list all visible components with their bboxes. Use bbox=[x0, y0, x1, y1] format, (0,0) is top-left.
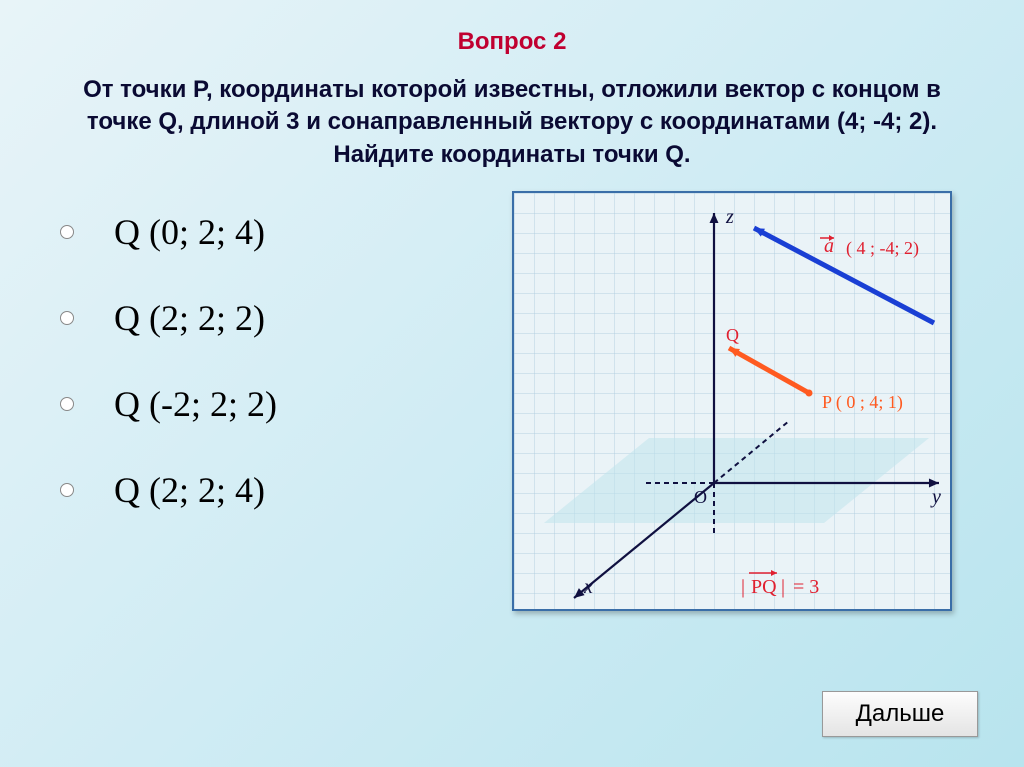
question-text: От точки P, координаты которой известны,… bbox=[0, 56, 1024, 181]
option-1[interactable]: Q (0; 2; 4) bbox=[60, 211, 480, 253]
svg-text:O: O bbox=[694, 487, 707, 507]
svg-text:|: | bbox=[781, 576, 785, 598]
option-2[interactable]: Q (2; 2; 2) bbox=[60, 297, 480, 339]
question-title: Вопрос 2 bbox=[0, 0, 1024, 56]
svg-text:( 4 ; -4; 2): ( 4 ; -4; 2) bbox=[846, 238, 919, 259]
coordinate-diagram: zyxOa( 4 ; -4; 2)P ( 0 ; 4; 1)Q|PQ|= 3 bbox=[512, 191, 952, 611]
svg-text:= 3: = 3 bbox=[793, 576, 819, 598]
radio-icon[interactable] bbox=[60, 311, 74, 325]
svg-text:z: z bbox=[725, 206, 734, 228]
options-list: Q (0; 2; 4) Q (2; 2; 2) Q (-2; 2; 2) Q (… bbox=[60, 191, 480, 611]
svg-text:Q: Q bbox=[726, 325, 739, 345]
svg-text:a: a bbox=[824, 235, 834, 257]
radio-icon[interactable] bbox=[60, 397, 74, 411]
next-button[interactable]: Дальше bbox=[822, 691, 978, 737]
option-label: Q (0; 2; 4) bbox=[114, 211, 265, 253]
option-label: Q (2; 2; 4) bbox=[114, 469, 265, 511]
svg-text:y: y bbox=[930, 486, 941, 508]
option-label: Q (-2; 2; 2) bbox=[114, 383, 277, 425]
diagram-svg: zyxOa( 4 ; -4; 2)P ( 0 ; 4; 1)Q|PQ|= 3 bbox=[514, 193, 954, 613]
svg-text:P ( 0 ; 4; 1): P ( 0 ; 4; 1) bbox=[822, 392, 903, 413]
option-4[interactable]: Q (2; 2; 4) bbox=[60, 469, 480, 511]
option-3[interactable]: Q (-2; 2; 2) bbox=[60, 383, 480, 425]
radio-icon[interactable] bbox=[60, 225, 74, 239]
svg-text:|: | bbox=[741, 576, 745, 598]
svg-text:x: x bbox=[583, 576, 593, 598]
option-label: Q (2; 2; 2) bbox=[114, 297, 265, 339]
radio-icon[interactable] bbox=[60, 483, 74, 497]
svg-text:PQ: PQ bbox=[751, 576, 777, 598]
